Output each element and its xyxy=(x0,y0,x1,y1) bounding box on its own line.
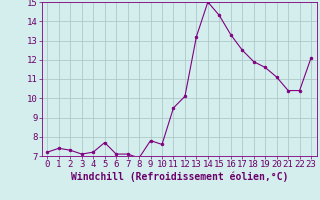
X-axis label: Windchill (Refroidissement éolien,°C): Windchill (Refroidissement éolien,°C) xyxy=(70,172,288,182)
